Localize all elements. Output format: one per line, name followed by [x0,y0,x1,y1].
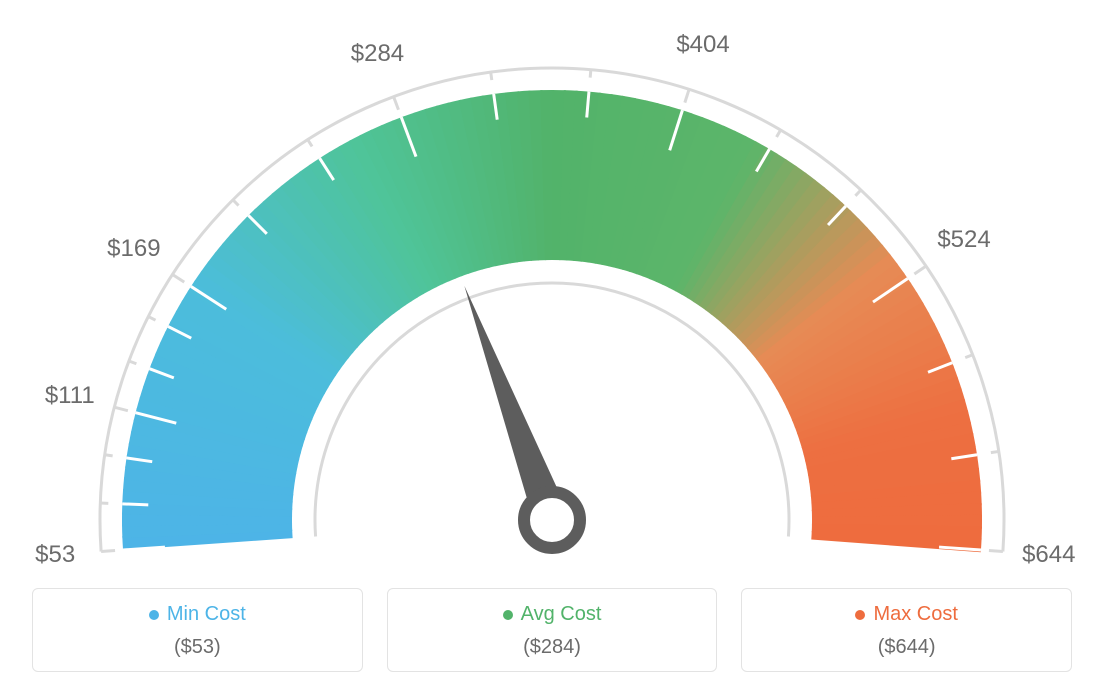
legend-box-avg: Avg Cost ($284) [387,588,718,672]
gauge-tick-label: $53 [35,541,75,569]
legend-label-avg: Avg Cost [521,603,602,626]
gauge-tick-label: $644 [1022,541,1075,569]
gauge-tick-label: $169 [107,235,160,263]
gauge-tick-label: $524 [937,226,990,254]
legend-row: Min Cost ($53) Avg Cost ($284) Max Cost … [32,588,1072,672]
legend-title-min: Min Cost [149,603,246,626]
gauge-svg [0,0,1104,570]
gauge-tick-label: $404 [676,31,729,59]
legend-dot-max [855,610,865,620]
legend-title-max: Max Cost [855,603,957,626]
gauge-chart: $53 $111 $169 $284 $404 $524 $644 [0,0,1104,570]
legend-value-max: ($644) [752,636,1061,659]
legend-box-min: Min Cost ($53) [32,588,363,672]
legend-dot-min [149,610,159,620]
legend-box-max: Max Cost ($644) [741,588,1072,672]
legend-label-max: Max Cost [873,603,957,626]
legend-value-avg: ($284) [398,636,707,659]
legend-dot-avg [503,610,513,620]
gauge-tick-label: $284 [351,40,404,68]
legend-title-avg: Avg Cost [503,603,602,626]
gauge-tick-label: $111 [45,382,95,410]
legend-label-min: Min Cost [167,603,246,626]
legend-value-min: ($53) [43,636,352,659]
